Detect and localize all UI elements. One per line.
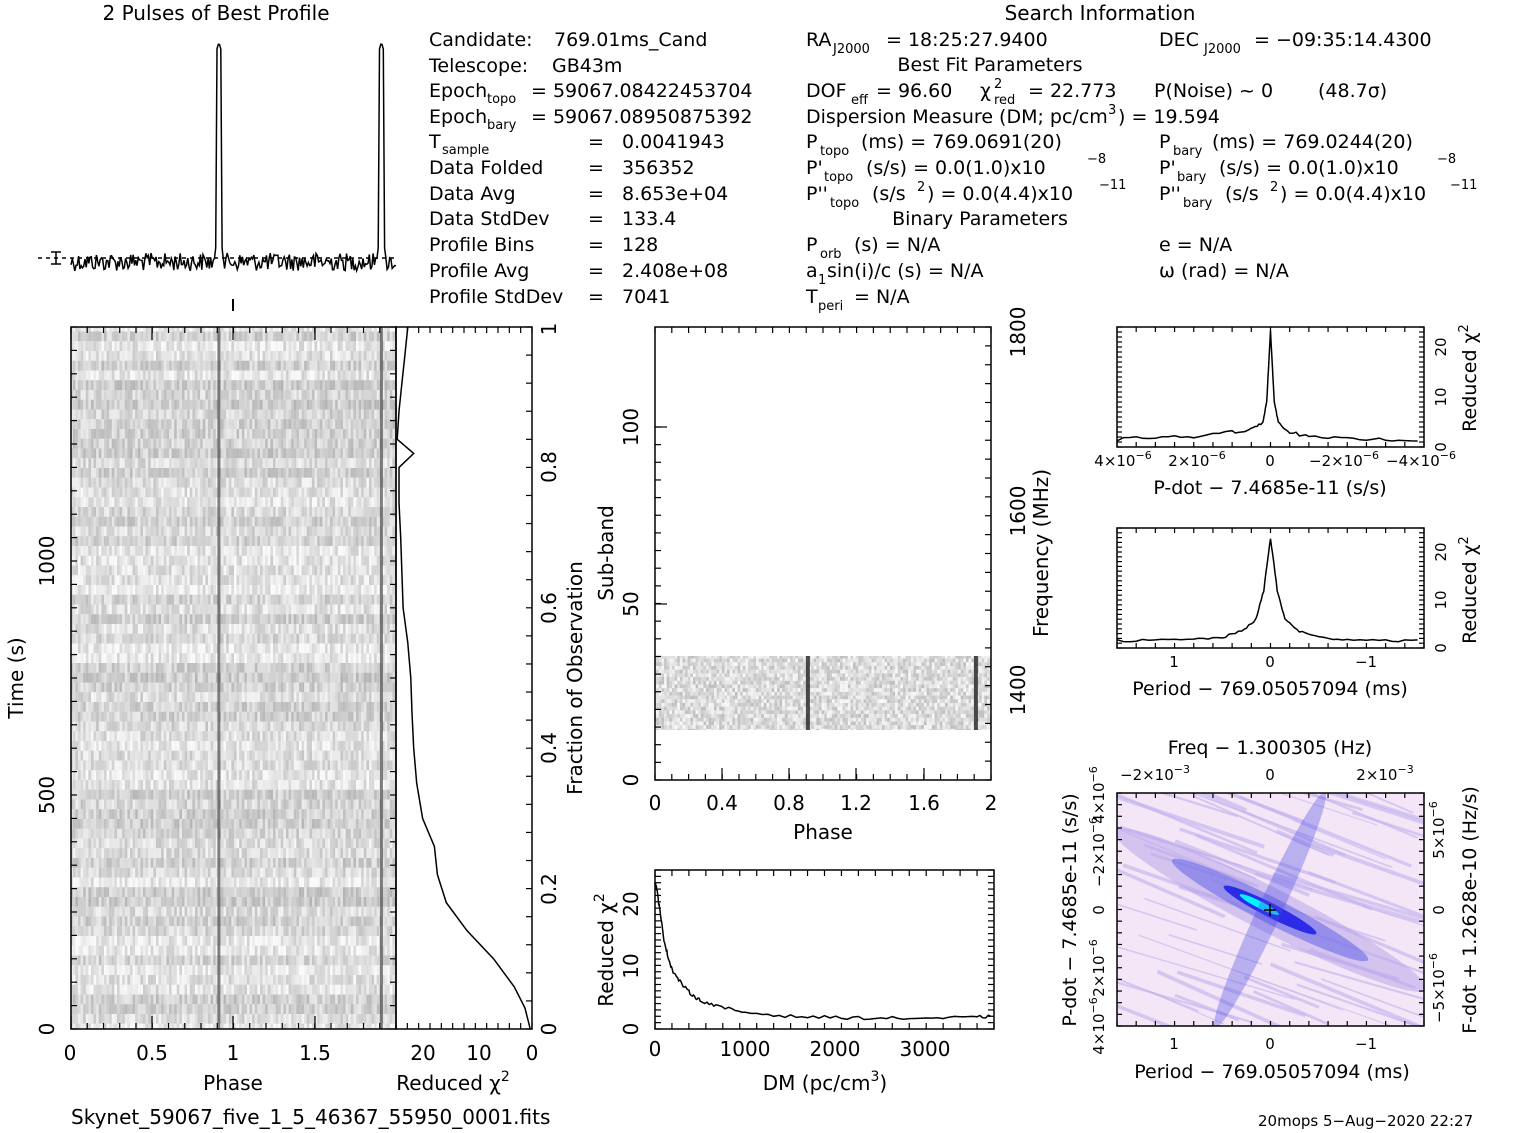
prepfold-figure: 2 Pulses of Best Profile Candidate: 769.… <box>4 1 1481 1130</box>
